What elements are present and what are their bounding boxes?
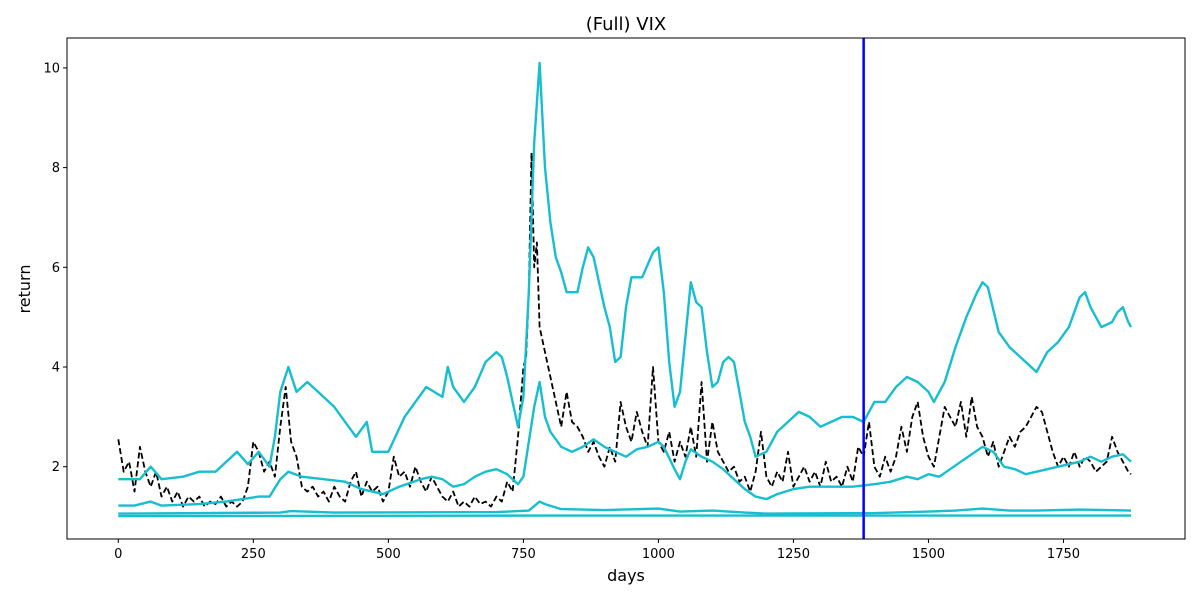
series-line-cyan-1 <box>118 61 1133 481</box>
x-tick-label: 1500 <box>912 547 945 562</box>
x-tick-label: 500 <box>376 547 401 562</box>
x-axis: 0 250 500 750 1000 1250 1500 1750 <box>114 539 1080 562</box>
x-tick-label: 1250 <box>777 547 810 562</box>
y-tick-label: 6 <box>52 261 60 276</box>
x-tick-label: 750 <box>511 547 536 562</box>
chart-title: (Full) VIX <box>586 14 667 35</box>
y-tick-label: 4 <box>52 361 60 376</box>
series-line-cyan-2 <box>118 380 1132 507</box>
x-tick-label: 1000 <box>642 547 675 562</box>
y-tick-label: 10 <box>43 61 60 76</box>
y-axis-label: return <box>15 265 34 314</box>
series-line-cyan-3 <box>118 500 1132 515</box>
y-axis: 2 4 6 8 10 <box>43 61 67 475</box>
series-line-dashed-black <box>117 151 1132 508</box>
x-tick-label: 0 <box>114 547 122 562</box>
y-tick-label: 8 <box>52 161 60 176</box>
x-tick-label: 1750 <box>1047 547 1080 562</box>
y-tick-label: 2 <box>52 460 60 475</box>
x-tick-label: 250 <box>241 547 266 562</box>
series-line-cyan-4 <box>118 514 1131 518</box>
axes-frame <box>66 37 1186 540</box>
plot-area <box>117 38 1133 539</box>
x-axis-label: days <box>607 566 645 585</box>
